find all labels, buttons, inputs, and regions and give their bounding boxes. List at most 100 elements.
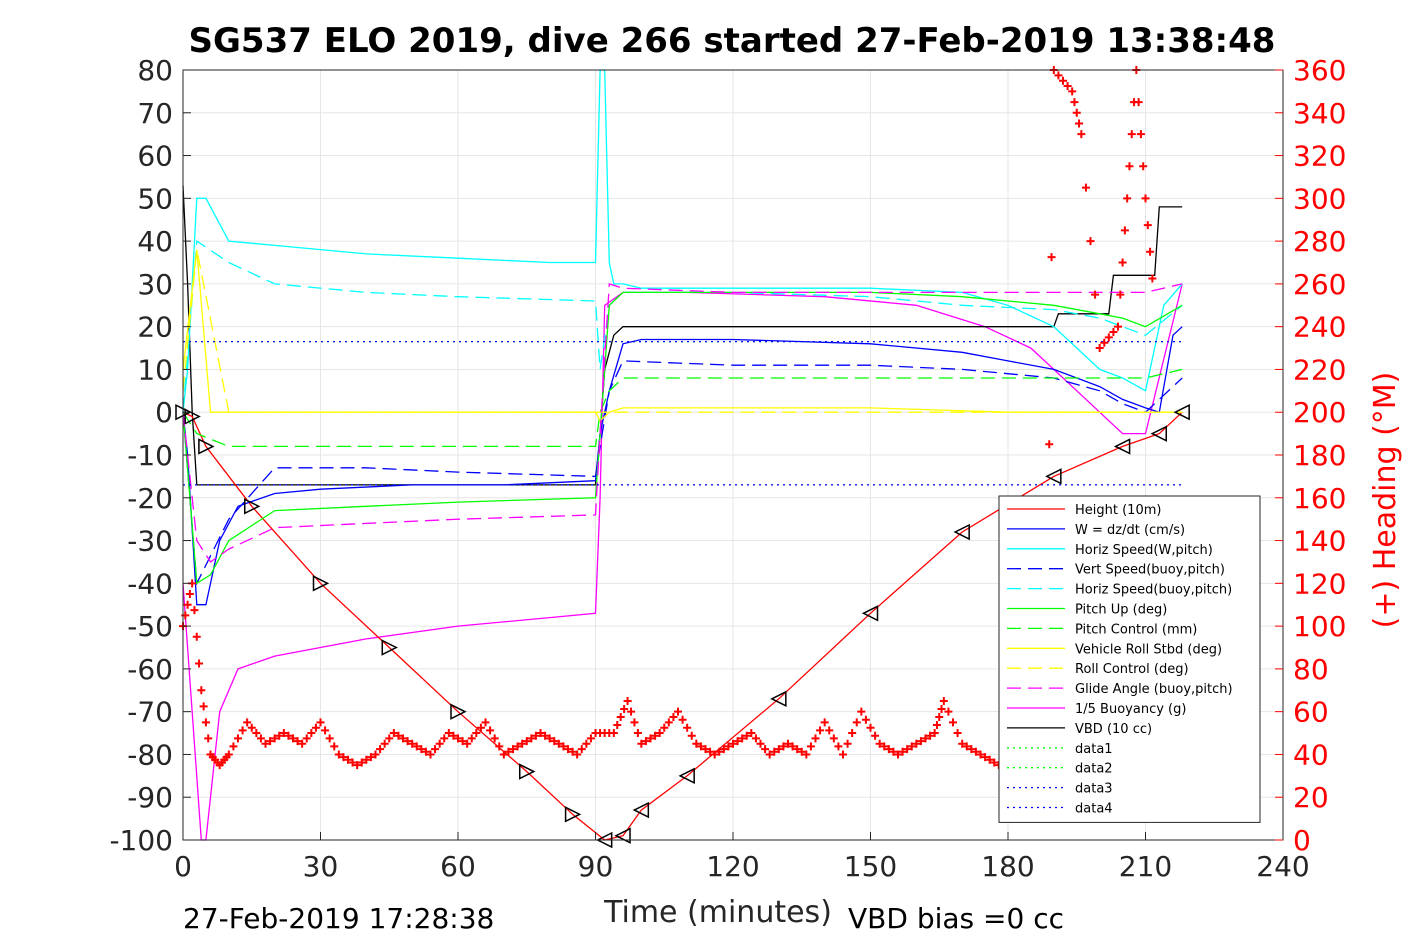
heading-point-marker <box>926 731 935 740</box>
legend-entry-label: data3 <box>1075 782 1113 797</box>
heading-point-marker <box>613 721 622 730</box>
series-line-vehicle-roll-stbd-deg <box>182 249 1183 422</box>
heading-point-marker <box>935 713 944 722</box>
heading-point-marker <box>426 750 435 759</box>
footer-vbd-bias: VBD bias =0 cc <box>848 902 1064 935</box>
heading-point-marker <box>559 742 568 751</box>
y2-tick-label: 360 <box>1293 54 1346 87</box>
heading-point-marker <box>481 718 490 727</box>
heading-point-marker <box>793 745 802 754</box>
height-point-marker <box>1150 425 1167 442</box>
heading-point-marker <box>633 729 642 738</box>
heading-point-marker <box>486 726 495 735</box>
y2-axis-ticks: 0 20 40 60 80 100 120 140 160 180 200 220 240 260 280 3… <box>1275 54 1346 857</box>
heading-point-marker <box>921 734 930 743</box>
heading-point-marker <box>440 734 449 743</box>
y2-tick-label: 300 <box>1293 182 1346 215</box>
heading-point-marker <box>678 715 687 724</box>
heading-point-marker <box>564 745 572 754</box>
heading-point-marker <box>1125 162 1134 171</box>
chart-title: SG537 ELO 2019, dive 266 started 27-Feb-… <box>189 21 1276 61</box>
heading-point-marker <box>729 739 737 748</box>
legend-entry-label: Vert Speed(buoy,pitch) <box>1075 563 1225 578</box>
height-point-marker <box>632 801 650 819</box>
heading-point-marker <box>536 729 545 738</box>
series-line-horiz-speed-w-pitch <box>182 69 1183 413</box>
y2-tick-label: 200 <box>1293 396 1346 429</box>
heading-point-marker <box>467 734 476 743</box>
series-layer <box>175 69 1190 849</box>
heading-point-marker <box>825 726 834 735</box>
heading-point-marker <box>1109 328 1118 337</box>
heading-point-marker <box>880 742 889 751</box>
y2-tick-label: 0 <box>1293 824 1311 857</box>
heading-point-marker <box>981 753 990 762</box>
legend-entry-label: VBD (10 cc) <box>1075 722 1152 737</box>
y-tick-label: 0 <box>155 396 173 429</box>
heading-point-marker <box>389 729 398 738</box>
series-line-vbd-10-cc <box>182 185 1183 486</box>
legend-box <box>998 495 1261 823</box>
heading-point-marker <box>834 742 843 751</box>
heading-point-marker <box>770 747 779 756</box>
legend-entry-label: Pitch Up (deg) <box>1075 603 1167 618</box>
heading-point-marker <box>742 731 751 740</box>
y2-axis-label: (+) Heading (°M) <box>1368 372 1403 629</box>
heading-point-marker <box>898 747 907 756</box>
legend: Height (10m) W = dz/dt (cm/s) Horiz Speed(… <box>998 495 1261 823</box>
x-tick-label: 60 <box>440 850 476 883</box>
height-point-marker <box>1113 438 1131 455</box>
heading-point-marker <box>903 745 912 754</box>
y-tick-label: 20 <box>137 311 173 344</box>
heading-point-marker <box>620 704 629 713</box>
y-tick-label: -30 <box>127 525 173 558</box>
y-tick-label: 70 <box>137 97 173 130</box>
x-tick-label: 180 <box>981 850 1034 883</box>
heading-point-marker <box>816 726 825 735</box>
heading-point-marker <box>861 715 870 724</box>
y2-tick-label: 80 <box>1293 653 1329 686</box>
heading-point-marker <box>357 758 366 767</box>
heading-point-marker <box>623 696 632 705</box>
heading-point-marker <box>884 745 893 754</box>
y2-tick-label: 260 <box>1293 268 1346 301</box>
heading-point-marker <box>541 731 550 740</box>
heading-point-marker <box>683 723 692 732</box>
heading-point-marker <box>848 729 857 738</box>
heading-point-marker <box>1100 338 1109 347</box>
heading-point-marker <box>371 750 380 759</box>
legend-entry-label: data2 <box>1075 762 1113 777</box>
heading-point-marker <box>472 729 481 738</box>
y-tick-label: 50 <box>137 182 173 215</box>
x-axis-label: Time (minutes) <box>603 895 832 930</box>
heading-point-marker <box>651 731 660 740</box>
heading-point-marker <box>1070 98 1079 107</box>
legend-entry-label: 1/5 Buoyancy (g) <box>1075 702 1186 717</box>
heading-point-marker <box>985 755 994 764</box>
heading-point-marker <box>376 745 385 754</box>
heading-point-marker <box>889 747 898 756</box>
heading-point-marker <box>454 734 462 743</box>
heading-point-marker <box>1118 258 1127 267</box>
heading-point-marker <box>1136 130 1145 139</box>
legend-entry-label: Glide Angle (buoy,pitch) <box>1075 682 1233 697</box>
height-point-marker <box>1045 468 1062 485</box>
heading-point-marker <box>224 750 233 759</box>
heading-point-marker <box>435 739 444 748</box>
x-tick-label: 30 <box>303 850 339 883</box>
heading-point-marker <box>385 734 394 743</box>
heading-point-marker <box>408 739 417 748</box>
y-tick-label: 40 <box>137 225 173 258</box>
heading-point-marker <box>289 734 297 743</box>
y-tick-label: -50 <box>127 610 173 643</box>
x-tick-label: 0 <box>174 850 192 883</box>
heading-point-marker <box>692 739 701 748</box>
heading-point-marker <box>582 739 591 748</box>
height-point-marker <box>519 763 536 780</box>
heading-point-marker <box>788 742 797 751</box>
heading-point-marker <box>302 734 311 743</box>
heading-point-marker <box>806 742 815 751</box>
y-tick-label: 60 <box>137 140 173 173</box>
y2-tick-label: 160 <box>1293 482 1346 515</box>
heading-point-marker <box>871 731 880 740</box>
